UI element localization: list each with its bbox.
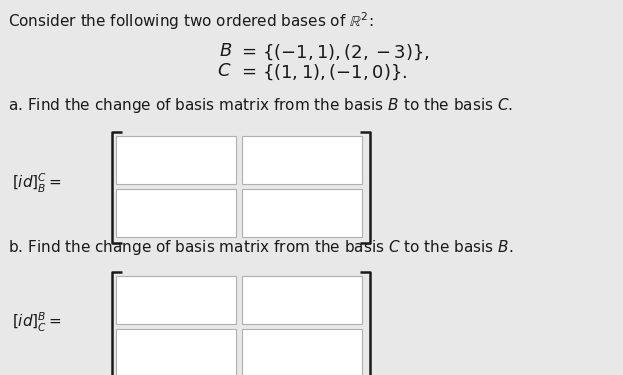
Text: $[id]^{C}_{B} =$: $[id]^{C}_{B} =$ bbox=[12, 171, 62, 195]
FancyBboxPatch shape bbox=[116, 189, 236, 237]
FancyBboxPatch shape bbox=[116, 276, 236, 324]
Text: $[id]^{B}_{C} =$: $[id]^{B}_{C} =$ bbox=[12, 310, 62, 334]
FancyBboxPatch shape bbox=[116, 329, 236, 375]
Text: a. Find the change of basis matrix from the basis $\mathit{B}$ to the basis $\ma: a. Find the change of basis matrix from … bbox=[8, 96, 513, 115]
Text: $\{(-1,1),(2,-3)\},$: $\{(-1,1),(2,-3)\},$ bbox=[262, 42, 430, 62]
Text: $\mathit{C}$: $\mathit{C}$ bbox=[217, 62, 232, 80]
FancyBboxPatch shape bbox=[242, 136, 362, 184]
Text: $=$: $=$ bbox=[238, 42, 256, 60]
FancyBboxPatch shape bbox=[242, 329, 362, 375]
Text: $=$: $=$ bbox=[238, 62, 256, 80]
Text: $\{(1,1),(-1,0)\}.$: $\{(1,1),(-1,0)\}.$ bbox=[262, 62, 407, 81]
Text: $\mathit{B}$: $\mathit{B}$ bbox=[219, 42, 232, 60]
Text: Consider the following two ordered bases of $\mathbb{R}^2$:: Consider the following two ordered bases… bbox=[8, 10, 373, 32]
FancyBboxPatch shape bbox=[242, 189, 362, 237]
FancyBboxPatch shape bbox=[242, 276, 362, 324]
FancyBboxPatch shape bbox=[116, 136, 236, 184]
Text: b. Find the change of basis matrix from the basis $\mathit{C}$ to the basis $\ma: b. Find the change of basis matrix from … bbox=[8, 238, 513, 257]
